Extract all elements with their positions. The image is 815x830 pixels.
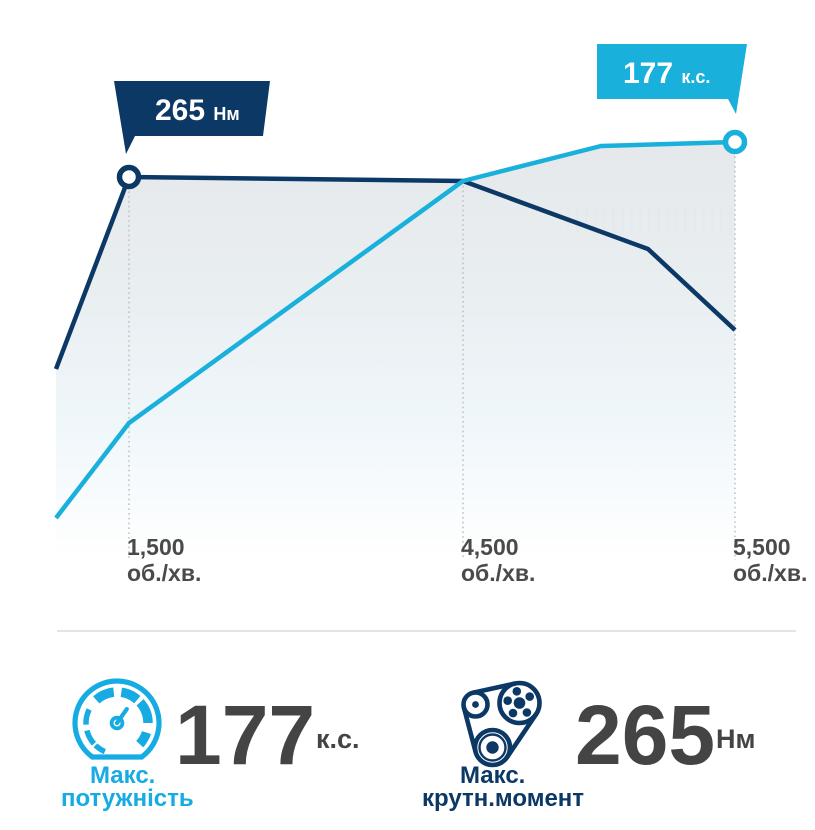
svg-text:об./хв.: об./хв. — [127, 560, 201, 586]
svg-text:4,500: 4,500 — [461, 534, 519, 560]
svg-text:об./хв.: об./хв. — [461, 560, 535, 586]
svg-text:177: 177 — [175, 688, 315, 782]
svg-text:потужність: потужність — [61, 785, 194, 812]
svg-text:к.с.: к.с. — [316, 724, 360, 754]
svg-text:1,500: 1,500 — [127, 534, 185, 560]
svg-text:крутн.момент: крутн.момент — [422, 785, 584, 812]
svg-text:Нм: Нм — [716, 724, 755, 754]
svg-text:265: 265 — [575, 688, 715, 782]
svg-text:об./хв.: об./хв. — [733, 560, 807, 586]
svg-text:5,500: 5,500 — [733, 534, 791, 560]
